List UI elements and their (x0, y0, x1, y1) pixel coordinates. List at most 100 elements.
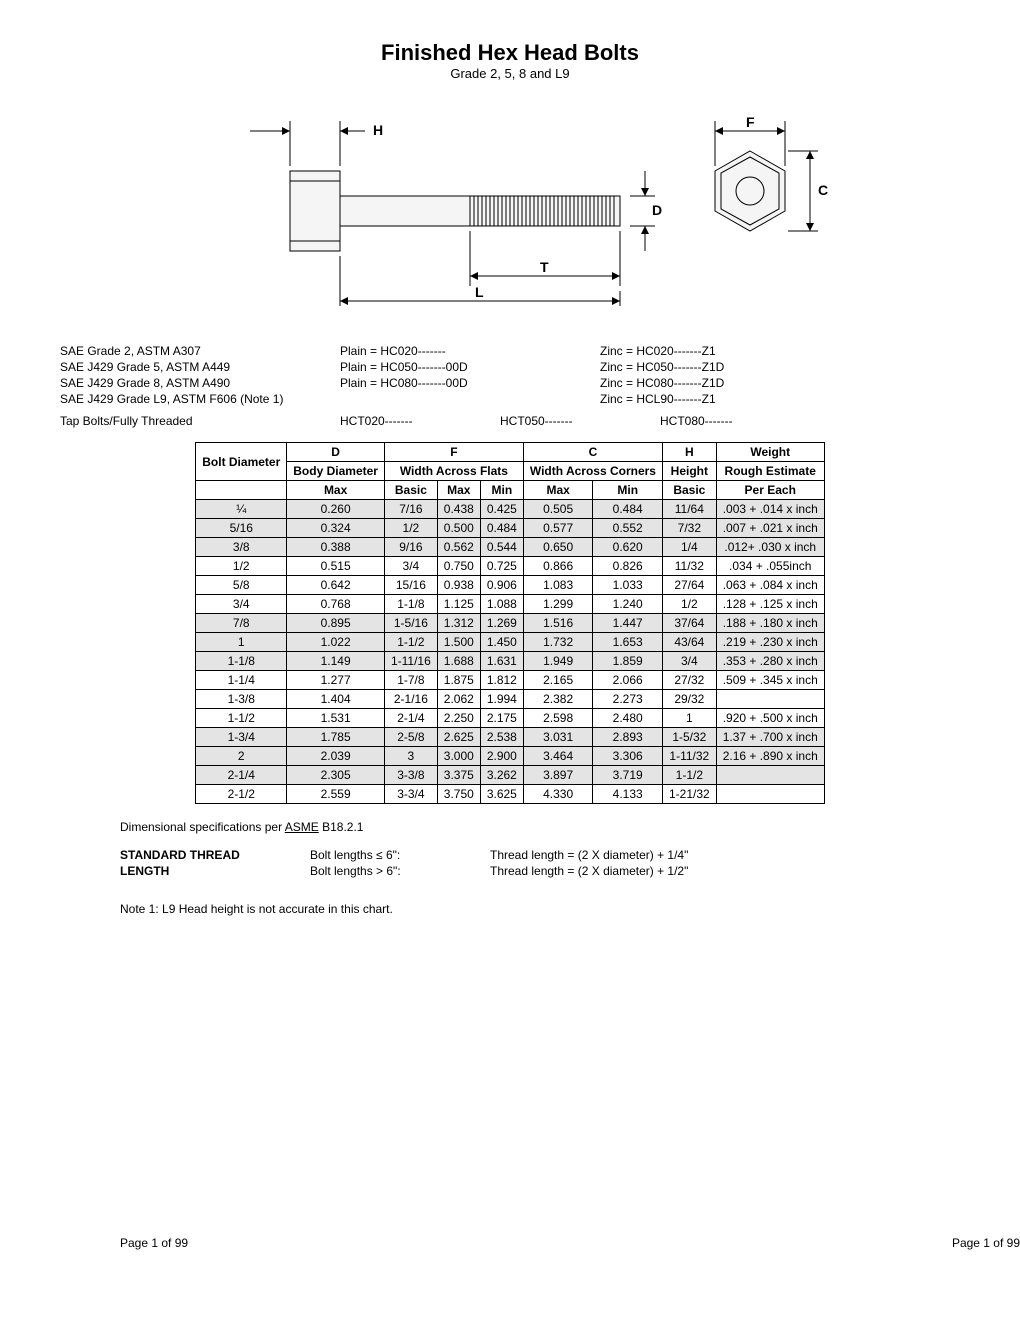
table-row: 1/20.5153/40.7500.7250.8660.82611/32.034… (196, 557, 825, 576)
table-cell: .188 + .180 x inch (716, 614, 824, 633)
table-cell: 2.559 (287, 785, 385, 804)
table-cell: 15/16 (384, 576, 437, 595)
table-cell: 1-7/8 (384, 671, 437, 690)
table-cell: 1.299 (523, 595, 593, 614)
table-cell: 1-5/32 (662, 728, 716, 747)
table-cell: 0.562 (437, 538, 480, 557)
table-cell: 7/16 (384, 500, 437, 519)
table-row: ¼0.2607/160.4380.4250.5050.48411/64.003 … (196, 500, 825, 519)
table-cell: 1.149 (287, 652, 385, 671)
table-cell: 2.900 (480, 747, 523, 766)
thread-formula: Thread length = (2 X diameter) + 1/4" (490, 848, 830, 862)
table-cell: ¼ (196, 500, 287, 519)
table-row: 5/160.3241/20.5000.4840.5770.5527/32.007… (196, 519, 825, 538)
col-h: H (662, 443, 716, 462)
table-cell: 3.262 (480, 766, 523, 785)
table-cell (716, 690, 824, 709)
table-cell: 1-11/32 (662, 747, 716, 766)
table-cell: .128 + .125 x inch (716, 595, 824, 614)
table-cell: 1.812 (480, 671, 523, 690)
table-row: 11.0221-1/21.5001.4501.7321.65343/64.219… (196, 633, 825, 652)
table-cell: 1.875 (437, 671, 480, 690)
table-cell: 0.544 (480, 538, 523, 557)
sub-basic: Basic (384, 481, 437, 500)
table-cell: 0.750 (437, 557, 480, 576)
table-row: 3/40.7681-1/81.1251.0881.2991.2401/2.128… (196, 595, 825, 614)
diagram-c-label: C (818, 182, 828, 198)
footer-left: Page 1 of 99 (120, 1236, 188, 1250)
table-cell: 1.859 (593, 652, 663, 671)
table-cell: 1-3/4 (196, 728, 287, 747)
table-cell: 1.653 (593, 633, 663, 652)
sae-plain: Plain = HC050-------00D (340, 360, 600, 374)
table-cell: 1.516 (523, 614, 593, 633)
col-c: C (523, 443, 662, 462)
table-cell: 2-1/4 (196, 766, 287, 785)
sub-basic: Basic (662, 481, 716, 500)
table-cell: 0.938 (437, 576, 480, 595)
table-cell: 0.500 (437, 519, 480, 538)
table-row: 5/80.64215/160.9380.9061.0831.03327/64.0… (196, 576, 825, 595)
table-cell: 1/2 (384, 519, 437, 538)
table-cell: 2 (196, 747, 287, 766)
sub-max: Max (523, 481, 593, 500)
table-cell: 2.625 (437, 728, 480, 747)
page-title: Finished Hex Head Bolts (60, 40, 960, 66)
table-cell: 11/32 (662, 557, 716, 576)
table-row: 1-1/41.2771-7/81.8751.8122.1652.06627/32… (196, 671, 825, 690)
tap-code: HCT050------- (500, 414, 660, 428)
sae-zinc: Zinc = HC080-------Z1D (600, 376, 860, 390)
table-cell: 0.620 (593, 538, 663, 557)
table-cell: 2.066 (593, 671, 663, 690)
table-cell: 1.688 (437, 652, 480, 671)
table-cell: 7/32 (662, 519, 716, 538)
table-cell: 3-3/8 (384, 766, 437, 785)
col-body-dia: Body Diameter (287, 462, 385, 481)
table-cell: 2.16 + .890 x inch (716, 747, 824, 766)
table-cell: 0.438 (437, 500, 480, 519)
table-cell: 3/4 (384, 557, 437, 576)
table-cell: 1 (662, 709, 716, 728)
table-cell: .012+ .030 x inch (716, 538, 824, 557)
table-cell: 1.404 (287, 690, 385, 709)
sae-spec: SAE J429 Grade L9, ASTM F606 (Note 1) (60, 392, 600, 406)
table-cell: 1/2 (196, 557, 287, 576)
table-cell: 1.277 (287, 671, 385, 690)
table-cell: 0.577 (523, 519, 593, 538)
table-cell: 2-5/8 (384, 728, 437, 747)
table-cell: 1.949 (523, 652, 593, 671)
table-cell: 11/64 (662, 500, 716, 519)
table-cell: 0.725 (480, 557, 523, 576)
dim-spec: Dimensional specifications per ASME B18.… (120, 820, 900, 834)
col-waf: Width Across Flats (384, 462, 523, 481)
table-cell: 0.484 (480, 519, 523, 538)
table-cell: 1.240 (593, 595, 663, 614)
table-cell: 2.039 (287, 747, 385, 766)
table-cell: .007 + .021 x inch (716, 519, 824, 538)
spec-table: Bolt Diameter D F C H Weight Body Diamet… (195, 442, 825, 804)
table-cell: 1.022 (287, 633, 385, 652)
table-cell: 7/8 (196, 614, 287, 633)
table-cell: 2.175 (480, 709, 523, 728)
table-row: 2-1/22.5593-3/43.7503.6254.3304.1331-21/… (196, 785, 825, 804)
table-cell: 0.505 (523, 500, 593, 519)
table-cell: 1.312 (437, 614, 480, 633)
bolt-diagram: H D T L (60, 91, 960, 324)
table-cell: 3.031 (523, 728, 593, 747)
table-cell: 5/16 (196, 519, 287, 538)
col-rough: Rough Estimate (716, 462, 824, 481)
table-cell: 1-1/4 (196, 671, 287, 690)
table-cell: 1.732 (523, 633, 593, 652)
sae-zinc: Zinc = HC050-------Z1D (600, 360, 860, 374)
table-cell: 0.552 (593, 519, 663, 538)
table-cell: 1.447 (593, 614, 663, 633)
table-cell: 0.906 (480, 576, 523, 595)
table-cell: 3.464 (523, 747, 593, 766)
table-cell: 1-1/8 (196, 652, 287, 671)
table-cell: 37/64 (662, 614, 716, 633)
diagram-t-label: T (540, 259, 549, 275)
table-cell: 3 (384, 747, 437, 766)
table-cell: 0.895 (287, 614, 385, 633)
table-cell: 1/2 (662, 595, 716, 614)
thread-cond: Bolt lengths > 6": (310, 864, 490, 878)
